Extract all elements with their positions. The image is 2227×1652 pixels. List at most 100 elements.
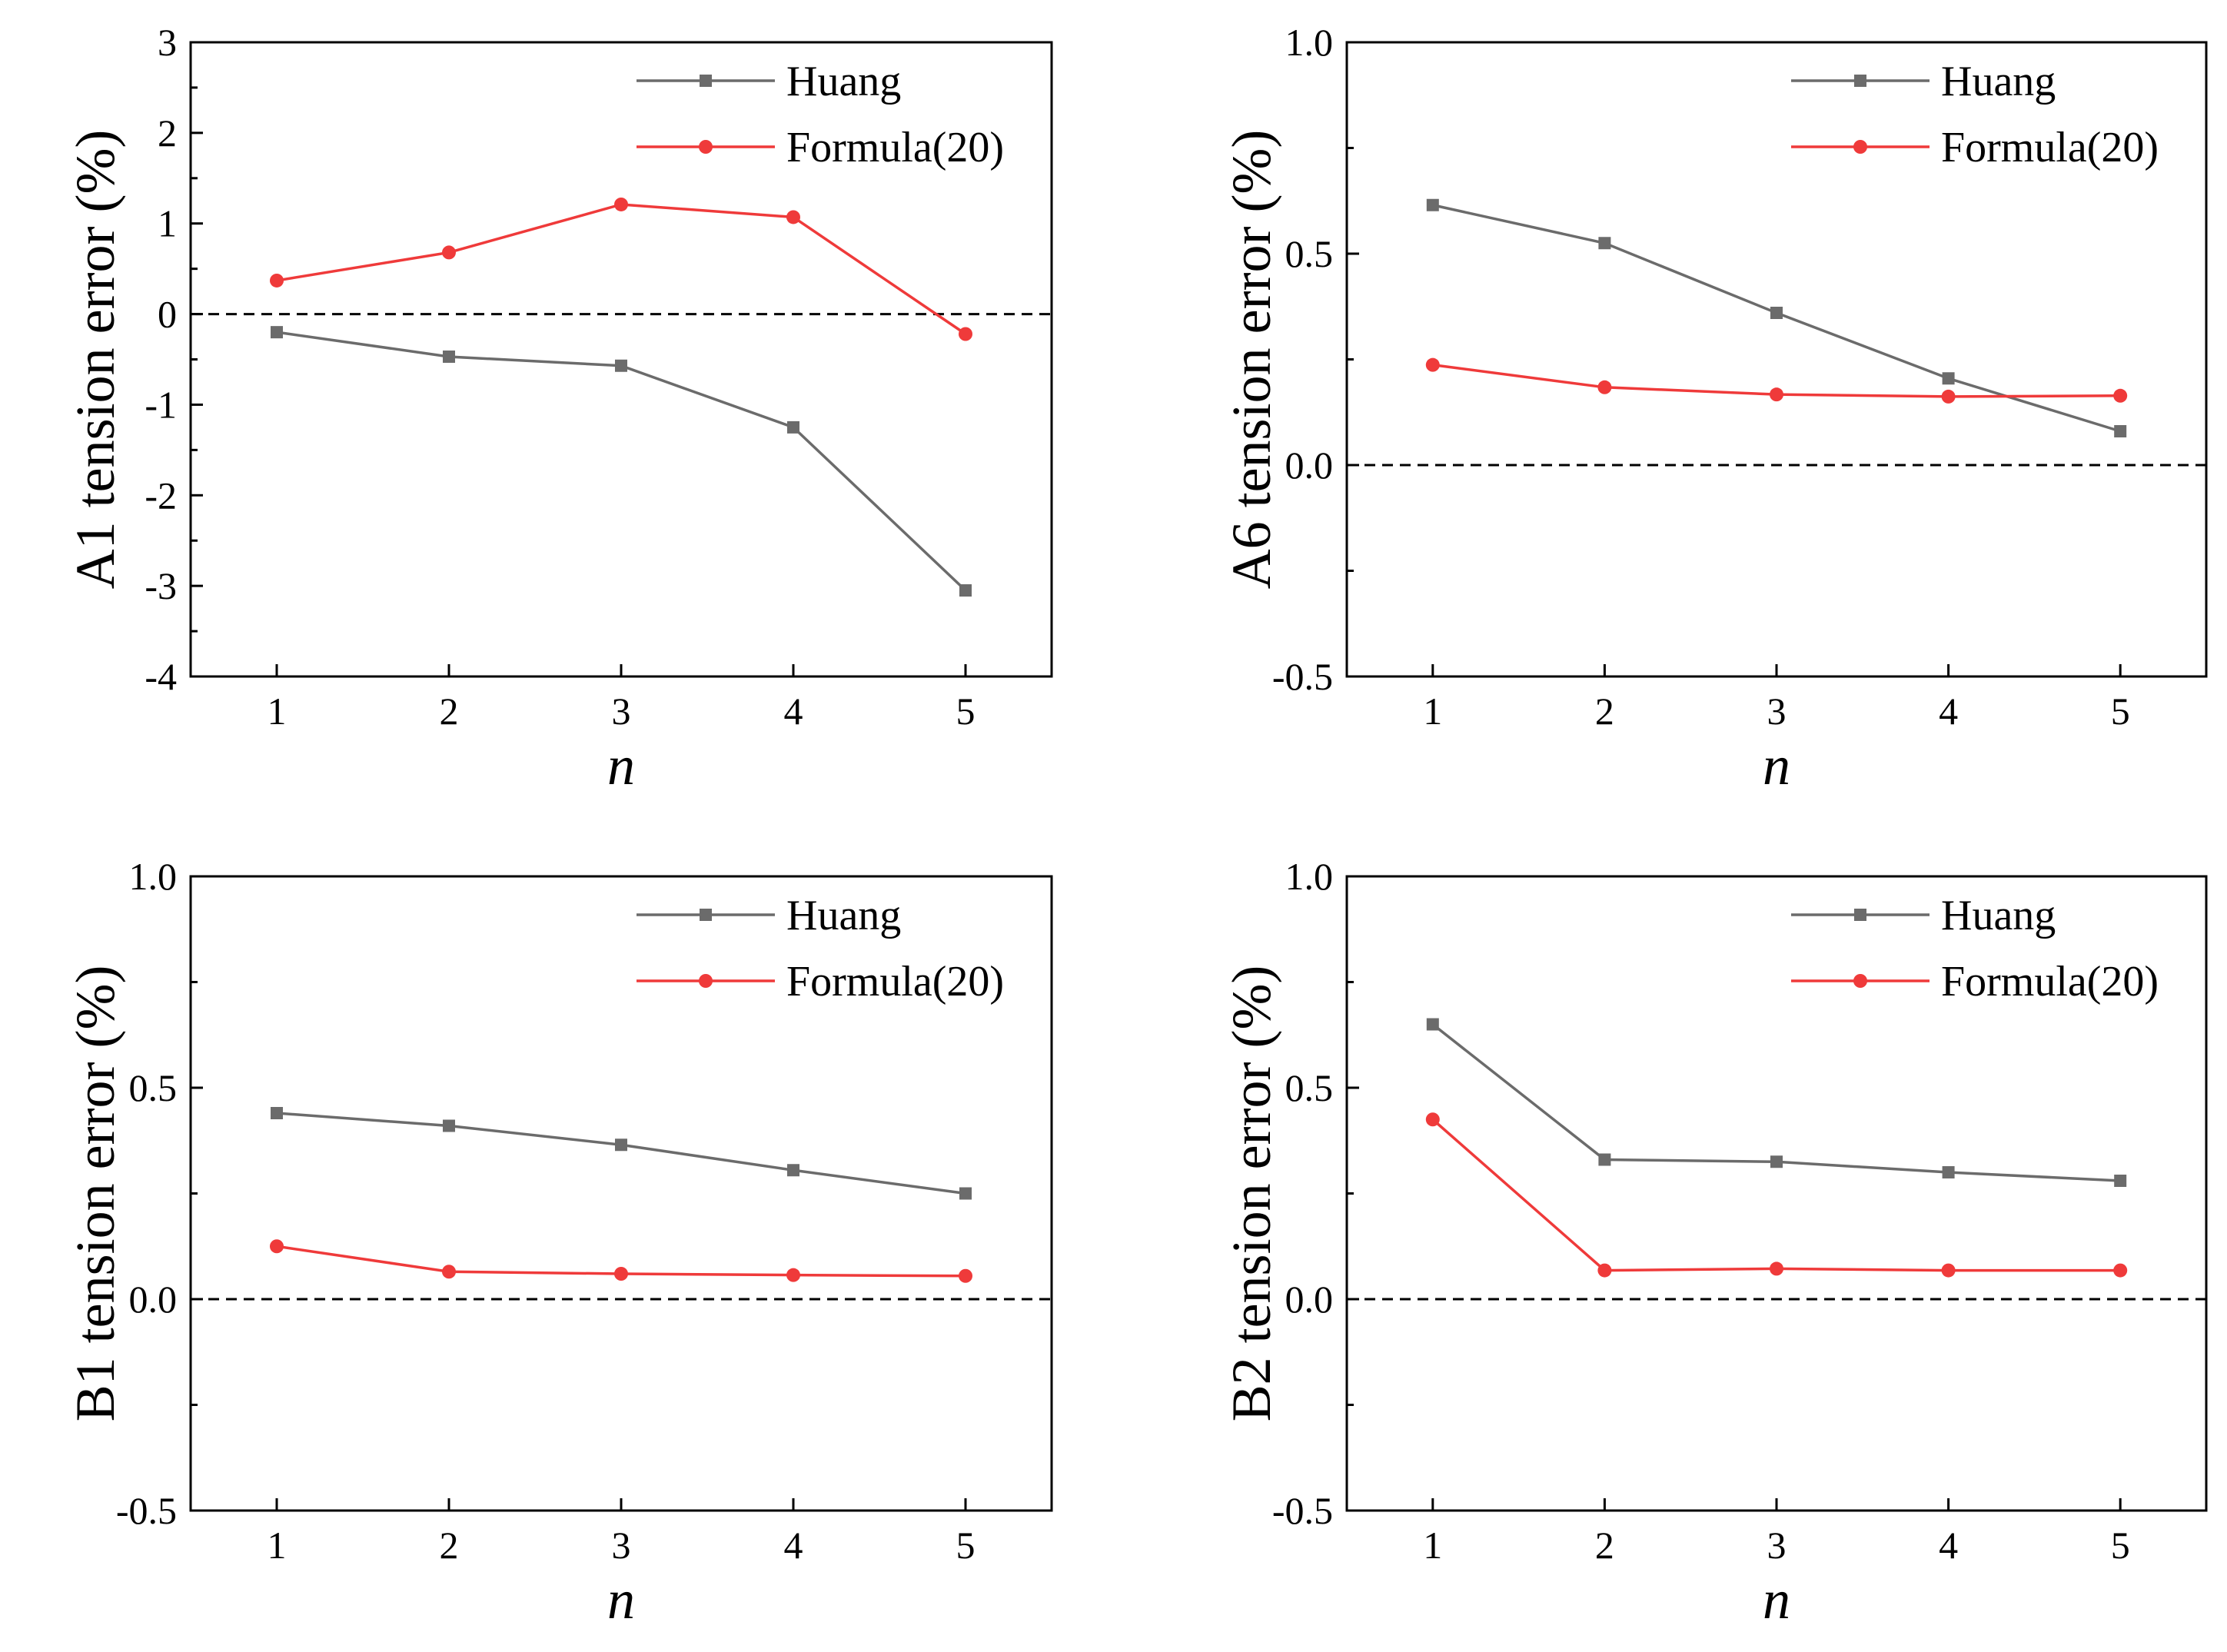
y-tick-label: 2	[158, 111, 177, 155]
y-tick-label: 1.0	[1285, 21, 1334, 64]
legend-label: Huang	[786, 58, 901, 105]
x-axis-title: n	[607, 735, 635, 796]
x-tick-label: 1	[1423, 690, 1442, 733]
legend-marker	[1853, 974, 1867, 988]
series-formula	[1425, 1112, 2128, 1278]
legend-item-formula: Formula(20)	[1791, 958, 2159, 1005]
series-formula	[270, 197, 972, 341]
data-point	[1770, 1261, 1783, 1276]
data-point	[1942, 372, 1955, 385]
y-tick-label: 0.5	[1285, 232, 1334, 275]
legend: Huang Formula(20)	[637, 892, 1004, 1005]
y-tick-label: 0.5	[129, 1066, 178, 1109]
data-point	[270, 1239, 284, 1254]
data-point	[615, 1138, 627, 1152]
data-point	[1941, 389, 1956, 404]
data-point	[443, 1119, 455, 1132]
data-point	[614, 1267, 628, 1281]
legend: Huang Formula(20)	[637, 58, 1004, 171]
data-point	[1941, 1263, 1956, 1278]
legend-marker	[1854, 909, 1866, 921]
data-point	[271, 326, 283, 339]
legend-item-huang: Huang	[637, 58, 901, 105]
series-line-formula	[1431, 1118, 2121, 1272]
data-point	[1426, 1018, 1439, 1031]
x-tick-label: 4	[1939, 690, 1958, 733]
series-huang	[271, 1107, 972, 1200]
x-tick-label: 4	[784, 1524, 803, 1567]
x-tick-label: 3	[612, 690, 631, 733]
x-tick-label: 2	[1595, 690, 1614, 733]
panel-b2: -0.5 0.0 0.5 1.0 1 2 3 4 5 B2 tension error (%) n H…	[1221, 855, 2208, 1630]
y-tick-label: 1	[158, 202, 177, 245]
x-tick-label: 5	[956, 1524, 976, 1567]
legend-marker	[699, 140, 713, 154]
data-point	[786, 210, 800, 224]
data-point	[442, 245, 456, 260]
legend-item-formula: Formula(20)	[637, 958, 1004, 1005]
legend-marker	[1854, 75, 1866, 87]
data-point	[786, 1268, 800, 1282]
series-huang	[1426, 198, 2127, 437]
x-tick-label: 4	[784, 690, 803, 733]
x-axis-title: n	[607, 1569, 635, 1630]
legend-item-huang: Huang	[637, 892, 901, 939]
legend: Huang Formula(20)	[1791, 892, 2159, 1005]
y-axis-title: B1 tension error (%)	[65, 966, 126, 1422]
data-point	[614, 197, 628, 211]
series-huang	[1426, 1018, 2127, 1187]
x-tick-label: 2	[440, 690, 459, 733]
data-point	[2114, 425, 2127, 437]
panel-a6: -0.5 0.0 0.5 1.0 1 2 3 4 5 A6 tension error (%) n H…	[1221, 21, 2208, 796]
panel-a1: -4 -3 -2 -1 0 1 2 3 1 2 3 4 5 A1 tension error (%) n Hu…	[65, 21, 1053, 796]
data-point	[443, 350, 455, 363]
legend-item-huang: Huang	[1791, 892, 2056, 939]
x-tick-label: 5	[2111, 690, 2130, 733]
data-point	[1942, 1166, 1955, 1178]
y-tick-label: 0.0	[129, 1278, 178, 1321]
x-tick-label: 4	[1939, 1524, 1958, 1567]
data-point	[615, 359, 627, 372]
legend-label: Formula(20)	[1941, 124, 2159, 171]
x-tick-label: 5	[956, 690, 976, 733]
y-tick-label: 0	[158, 293, 177, 336]
data-point	[2114, 1175, 2127, 1187]
data-point	[1426, 198, 1439, 211]
legend-label: Huang	[1941, 892, 2056, 939]
x-tick-label: 5	[2111, 1524, 2130, 1567]
data-point	[787, 420, 799, 434]
data-point	[1598, 1153, 1611, 1166]
data-point	[959, 584, 972, 597]
legend-marker	[699, 974, 713, 988]
x-tick-label: 3	[1767, 1524, 1787, 1567]
data-point	[959, 1187, 972, 1200]
legend-marker	[1853, 140, 1867, 154]
legend-marker	[700, 75, 712, 87]
y-tick-label: -0.5	[116, 1489, 177, 1532]
data-point	[959, 327, 972, 341]
y-tick-label: 0.5	[1285, 1066, 1334, 1109]
x-tick-label: 1	[1423, 1524, 1442, 1567]
data-point	[2113, 388, 2128, 403]
y-tick-label: -3	[145, 564, 177, 607]
y-tick-label: -0.5	[1272, 1489, 1333, 1532]
y-tick-label: 1.0	[129, 855, 178, 898]
x-tick-label: 2	[1595, 1524, 1614, 1567]
y-axis-title: A6 tension error (%)	[1221, 130, 1282, 590]
data-point	[1597, 380, 1612, 394]
y-tick-label: -2	[145, 474, 177, 517]
legend-label: Formula(20)	[786, 124, 1004, 171]
data-point	[1770, 387, 1783, 402]
series-formula	[1425, 357, 2128, 404]
legend-item-huang: Huang	[1791, 58, 2056, 105]
y-tick-label: 0.0	[1285, 444, 1334, 487]
x-tick-label: 2	[440, 1524, 459, 1567]
data-point	[270, 273, 284, 288]
legend-label: Huang	[1941, 58, 2056, 105]
data-point	[1598, 237, 1611, 250]
data-point	[1425, 357, 1440, 372]
legend-item-formula: Formula(20)	[637, 124, 1004, 171]
x-axis-title: n	[1763, 735, 1790, 796]
y-tick-label: -0.5	[1272, 655, 1333, 698]
legend-marker	[700, 909, 712, 921]
